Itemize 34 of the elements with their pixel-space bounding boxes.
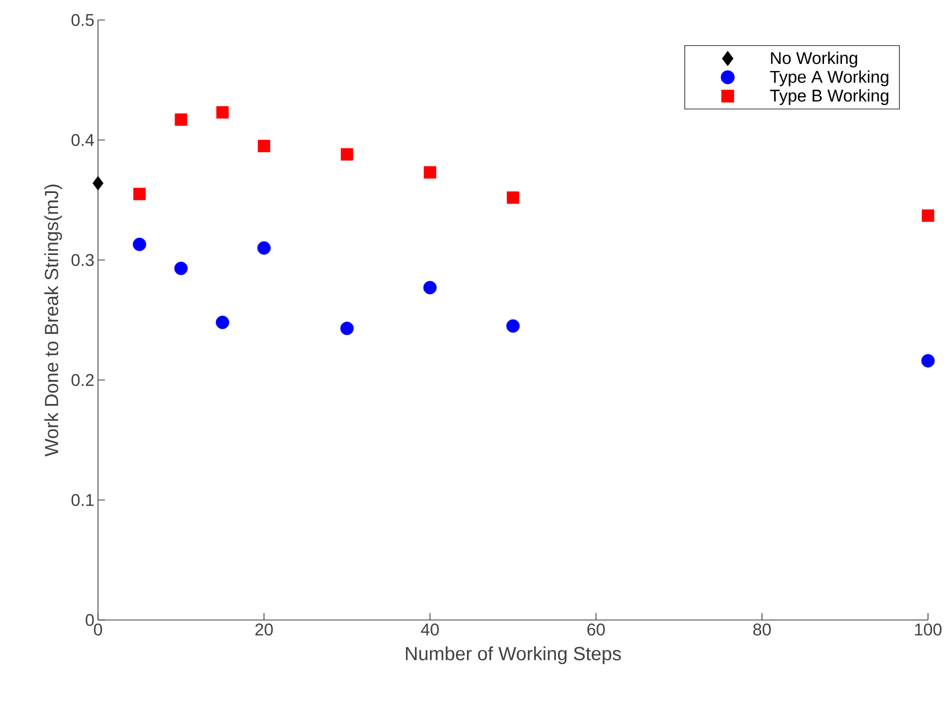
point <box>257 241 271 255</box>
y-axis-title: Work Done to Break Strings(mJ) <box>44 184 62 456</box>
y-tick-label: 0.3 <box>72 254 94 266</box>
point <box>424 166 436 179</box>
legend-label: Type B Working <box>770 89 888 106</box>
point <box>133 188 146 200</box>
point <box>921 354 935 368</box>
y-tick-label: 0.4 <box>72 134 94 146</box>
point <box>340 148 354 161</box>
point <box>506 191 520 204</box>
x-tick-label: 60 <box>587 624 605 636</box>
point <box>174 262 188 276</box>
x-tick-label: 20 <box>255 624 273 636</box>
point <box>132 238 146 252</box>
x-tick-label: 0 <box>94 624 102 636</box>
legend-label: No Working <box>771 52 858 68</box>
x-tick-label: 40 <box>420 624 439 636</box>
point <box>506 319 520 333</box>
point <box>216 106 229 119</box>
point <box>423 280 437 294</box>
x-tick-label: 100 <box>915 624 942 636</box>
point <box>922 209 934 222</box>
point <box>92 176 104 190</box>
y-tick-label: 0.2 <box>72 374 94 386</box>
point <box>216 316 230 330</box>
y-tick-label: 0.1 <box>72 494 94 506</box>
point <box>174 113 188 126</box>
y-tick-label: 0.5 <box>72 14 94 26</box>
point <box>258 140 270 152</box>
point <box>340 322 354 336</box>
x-axis-title: Number of Working Steps <box>406 646 621 664</box>
y-tick-label: 0 <box>86 614 94 626</box>
legend-label: Type A Working <box>770 70 888 86</box>
x-tick-label: 80 <box>753 624 771 636</box>
